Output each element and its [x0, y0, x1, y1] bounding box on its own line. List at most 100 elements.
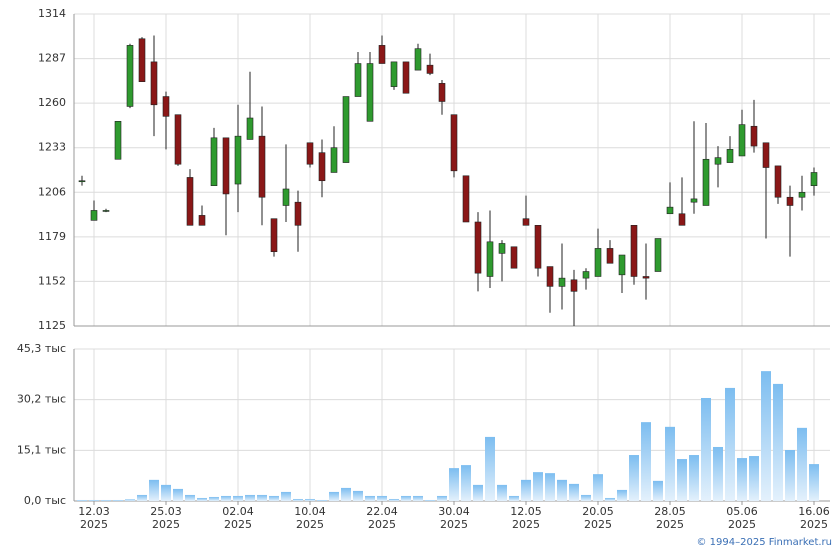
x-tick-label: 05.06 2025: [726, 505, 758, 531]
candle-body: [186, 177, 194, 226]
candle-body: [174, 114, 182, 165]
y-tick-label: 45,3 тыс: [17, 342, 66, 355]
candle-body: [702, 158, 710, 206]
candle-body: [150, 61, 158, 106]
candle-body: [690, 198, 698, 203]
x-tick-label: 20.05 2025: [582, 505, 614, 531]
volume-bar: [389, 498, 399, 501]
volume-bar: [245, 494, 255, 501]
candle-body: [126, 45, 134, 107]
candle-body: [618, 254, 626, 276]
y-tick-label: 1179: [38, 230, 66, 243]
y-tick-label: 0,0 тыс: [24, 494, 66, 507]
volume-bar: [785, 449, 795, 501]
candle-body: [162, 96, 170, 117]
candle-body: [342, 96, 350, 163]
volume-bar: [749, 456, 759, 501]
volume-bar: [209, 496, 219, 501]
volume-bar: [809, 464, 819, 501]
y-tick-label: 1152: [38, 274, 66, 287]
x-tick-label: 10.04 2025: [294, 505, 326, 531]
volume-bar: [149, 479, 159, 501]
candle-body: [378, 45, 386, 64]
volume-bar: [797, 427, 807, 501]
volume-bar: [677, 459, 687, 501]
y-tick-label: 1206: [38, 185, 66, 198]
candle-body: [798, 191, 806, 198]
volume-bar: [161, 484, 171, 501]
volume-bar: [641, 422, 651, 501]
volume-bar: [725, 387, 735, 501]
candle-body: [774, 165, 782, 198]
volume-bar: [521, 479, 531, 501]
volume-bar: [413, 495, 423, 501]
candle-body: [78, 180, 86, 183]
volume-bar: [485, 436, 495, 501]
candle-body: [270, 218, 278, 253]
candle-body: [726, 149, 734, 163]
volume-bar: [593, 474, 603, 501]
volume-bar: [269, 495, 279, 501]
volume-bar: [557, 479, 567, 501]
volume-bar: [341, 487, 351, 501]
candle-body: [354, 63, 362, 97]
candle-body: [570, 279, 578, 292]
candle-body: [666, 206, 674, 215]
volume-bar: [425, 499, 435, 501]
footer: © 1994–2025 Finmarket.ru: [696, 537, 832, 548]
candle-body: [90, 210, 98, 221]
candle-body: [318, 152, 326, 182]
volume-bar: [617, 489, 627, 501]
volume-bar: [461, 465, 471, 501]
volume-bar: [509, 495, 519, 501]
candle-body: [234, 135, 242, 185]
candle-body: [810, 172, 818, 186]
candle-body: [258, 135, 266, 198]
candle-body: [558, 277, 566, 287]
candle-body: [462, 175, 470, 223]
x-tick-label: 30.04 2025: [438, 505, 470, 531]
x-tick-label: 25.03 2025: [150, 505, 182, 531]
volume-bar: [497, 484, 507, 501]
volume-bar: [233, 495, 243, 501]
y-tick-label: 15,1 тыс: [17, 443, 66, 456]
x-tick-label: 12.03 2025: [78, 505, 110, 531]
x-tick-label: 02.04 2025: [222, 505, 254, 531]
volume-bar: [185, 494, 195, 501]
candle-body: [282, 188, 290, 206]
y-tick-label: 1233: [38, 141, 66, 154]
volume-bar: [125, 499, 135, 501]
candle-body: [366, 63, 374, 122]
candle-body: [330, 147, 338, 173]
volume-bar: [605, 497, 615, 501]
volume-bar: [773, 383, 783, 501]
volume-bar: [545, 473, 555, 501]
x-tick-label: 22.04 2025: [366, 505, 398, 531]
candle-body: [450, 114, 458, 172]
candle-body: [582, 271, 590, 279]
volume-bar: [281, 491, 291, 501]
volume-bar: [113, 499, 123, 501]
volume-bar: [581, 494, 591, 501]
volume-bar: [449, 468, 459, 501]
candle-body: [762, 142, 770, 168]
volume-bar: [173, 488, 183, 501]
volume-bar: [305, 498, 315, 501]
candle-body: [414, 48, 422, 71]
candle-body: [630, 225, 638, 277]
volume-bar: [533, 472, 543, 501]
candle-body: [426, 64, 434, 74]
candle-body: [510, 246, 518, 269]
candle-body: [642, 276, 650, 279]
volume-bar: [77, 499, 87, 501]
volume-bar: [401, 495, 411, 501]
x-tick-label: 28.05 2025: [654, 505, 686, 531]
volume-bar: [701, 397, 711, 501]
candle-body: [222, 137, 230, 195]
volume-bar: [317, 499, 327, 501]
volume-bar: [629, 455, 639, 501]
candle-body: [606, 248, 614, 264]
candle-body: [654, 238, 662, 272]
candle-body: [498, 243, 506, 254]
